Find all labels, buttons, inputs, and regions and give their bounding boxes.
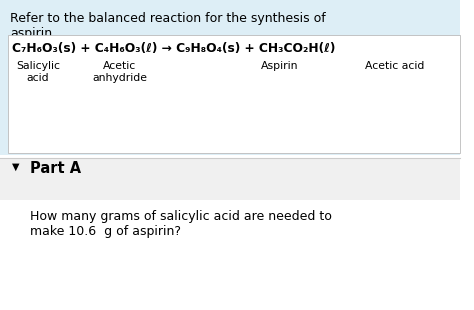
Bar [0,0,460,155]
Text: Acetic acid: Acetic acid [365,61,425,71]
Text: Salicylic
acid: Salicylic acid [16,61,60,82]
Text: Part A: Part A [30,161,81,176]
Text: make 10.6  g of aspirin?: make 10.6 g of aspirin? [30,225,181,238]
Text: Refer to the balanced reaction for the synthesis of: Refer to the balanced reaction for the s… [10,12,326,25]
Bar [8,35,460,153]
Text: C₇H₆O₃(s) + C₄H₆O₃(ℓ) → C₉H₈O₄(s) + CH₃CO₂H(ℓ): C₇H₆O₃(s) + C₄H₆O₃(ℓ) → C₉H₈O₄(s) + CH₃C… [12,42,336,55]
Text: ▼: ▼ [12,162,19,172]
Text: aspirin.: aspirin. [10,27,56,40]
Text: How many grams of salicylic acid are needed to: How many grams of salicylic acid are nee… [30,210,332,223]
Bar [0,158,460,200]
Text: Aspirin: Aspirin [261,61,299,71]
Text: Acetic
anhydride: Acetic anhydride [92,61,147,82]
